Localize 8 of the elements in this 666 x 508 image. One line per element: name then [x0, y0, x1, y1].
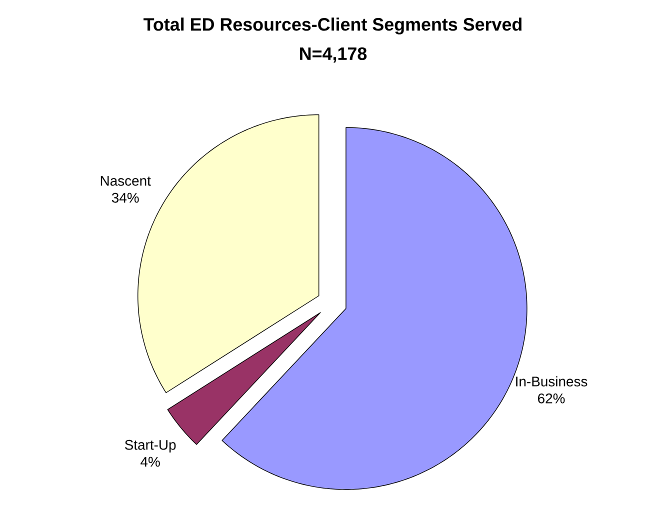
data-label: 34% [112, 192, 139, 203]
data-label: 4% [140, 456, 160, 467]
slice-label: In-Business [516, 376, 588, 386]
slice-label: Nascent [100, 176, 151, 186]
chart-subtitle: N=4,178 [300, 47, 367, 63]
chart-title: Total ED Resources-Client Segments Served [144, 18, 522, 34]
data-label: 62% [538, 394, 565, 404]
slice-label: Start-Up [124, 440, 176, 453]
